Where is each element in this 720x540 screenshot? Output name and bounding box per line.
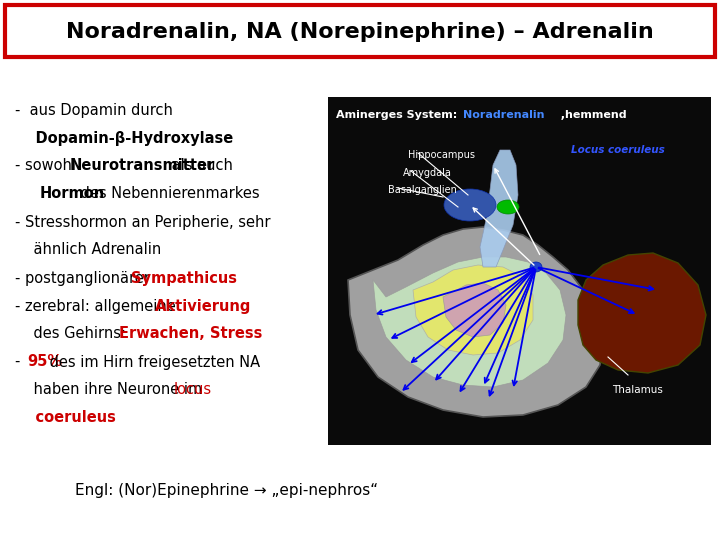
Text: haben ihre Neurone im: haben ihre Neurone im [15, 382, 207, 397]
Text: Thalamus: Thalamus [613, 385, 663, 395]
Text: Aminerges System:: Aminerges System: [336, 110, 457, 120]
Text: Noradrenalin: Noradrenalin [463, 110, 544, 120]
Text: -: - [15, 354, 25, 369]
Text: - zerebral: allgemeine: - zerebral: allgemeine [15, 299, 181, 314]
Text: Aktivierung: Aktivierung [155, 299, 251, 314]
Text: Locus coeruleus: Locus coeruleus [571, 145, 665, 155]
Text: des Nebennierenmarkes: des Nebennierenmarkes [76, 186, 259, 201]
Text: als auch: als auch [167, 159, 233, 173]
Polygon shape [443, 283, 506, 337]
Ellipse shape [530, 262, 542, 272]
Text: - sowohl: - sowohl [15, 159, 81, 173]
Text: Erwachen, Stress: Erwachen, Stress [119, 327, 262, 341]
Ellipse shape [444, 189, 496, 221]
Text: - postganglionärer: - postganglionärer [15, 271, 155, 286]
Polygon shape [348, 227, 603, 417]
Text: Engl: (Nor)Epinephrine → „epi-nephros“: Engl: (Nor)Epinephrine → „epi-nephros“ [75, 483, 378, 497]
Polygon shape [480, 150, 518, 267]
Text: Amygdala: Amygdala [403, 168, 452, 178]
Text: Neurotransmitter: Neurotransmitter [70, 159, 215, 173]
Text: Basalganglien: Basalganglien [388, 185, 457, 195]
Text: locus: locus [174, 382, 212, 397]
Bar [328, 97, 711, 445]
Ellipse shape [497, 200, 519, 214]
Text: ,hemmend: ,hemmend [553, 110, 626, 120]
Text: - Stresshormon an Peripherie, sehr: - Stresshormon an Peripherie, sehr [15, 214, 271, 230]
Text: -  aus Dopamin durch: - aus Dopamin durch [15, 103, 173, 118]
Polygon shape [373, 257, 566, 387]
Text: Hormon: Hormon [40, 186, 104, 201]
Bar [5, 5, 715, 57]
Text: des im Hirn freigesetzten NA: des im Hirn freigesetzten NA [45, 354, 261, 369]
Text: Dopamin-β-Hydroxylase: Dopamin-β-Hydroxylase [15, 131, 233, 145]
Text: Noradrenalin, NA (Norepinephrine) – Adrenalin: Noradrenalin, NA (Norepinephrine) – Adre… [66, 22, 654, 42]
Text: Sympathicus: Sympathicus [131, 271, 237, 286]
Text: 95%: 95% [27, 354, 63, 369]
Text: Hippocampus: Hippocampus [408, 150, 475, 160]
Polygon shape [578, 253, 706, 373]
Text: des Gehirns:: des Gehirns: [15, 327, 130, 341]
Text: ähnlich Adrenalin: ähnlich Adrenalin [15, 242, 161, 258]
Polygon shape [413, 265, 533, 355]
Text: coeruleus: coeruleus [15, 410, 116, 426]
